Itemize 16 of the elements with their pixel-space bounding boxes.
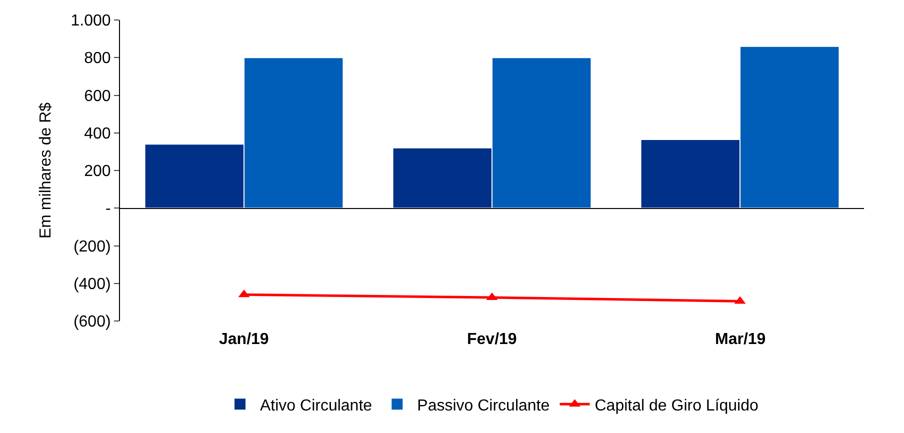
y-axis-title: Em milhares de R$ (38, 102, 55, 239)
y-tick-label: 600 (84, 88, 111, 105)
x-tick-label: Fev/19 (467, 331, 517, 348)
legend-label: Capital de Giro Líquido (594, 397, 759, 414)
y-tick-label: 1.000 (70, 12, 111, 30)
y-tick-label: 200 (84, 163, 111, 180)
y-tick-label: (200) (73, 238, 111, 256)
y-tick-label: (400) (73, 276, 111, 293)
legend-label: Ativo Circulante (260, 397, 372, 414)
x-tick-label: Mar/19 (715, 331, 766, 348)
y-tick-label: 800 (84, 50, 111, 68)
y-tick-label: - (105, 200, 111, 218)
y-tick-label: 400 (84, 125, 111, 142)
y-tick-label: (600) (73, 314, 111, 331)
x-tick-label: Jan/19 (219, 331, 269, 348)
legend-label: Passivo Circulante (417, 397, 550, 414)
